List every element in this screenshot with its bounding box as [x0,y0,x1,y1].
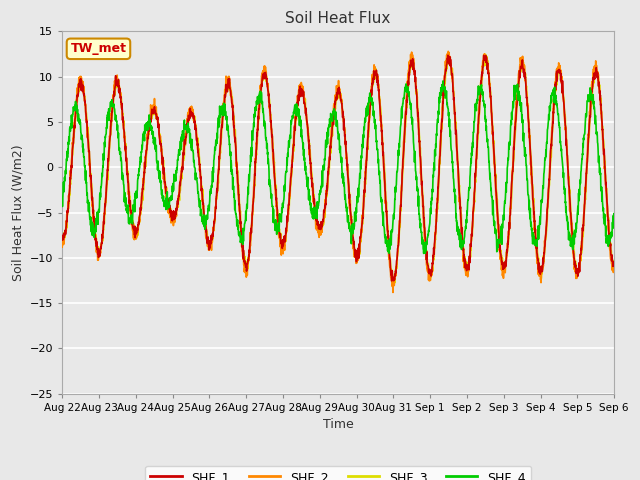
SHF_1 [444,52,452,58]
SHF_3 [482,51,490,57]
SHF_1 [58,236,66,241]
SHF_1 [499,266,507,272]
SHF_4 [354,194,362,200]
SHF_2 [499,269,507,275]
SHF_2 [389,289,397,295]
SHF_3 [354,252,362,258]
SHF_3 [499,263,507,268]
Line: SHF_4: SHF_4 [62,81,614,253]
SHF_1 [366,106,374,112]
SHF_1 [611,261,618,266]
SHF_4 [499,220,507,226]
SHF_4 [58,196,66,202]
Line: SHF_3: SHF_3 [62,54,614,287]
SHF_2 [366,101,374,107]
SHF_1 [354,245,362,251]
SHF_2 [562,134,570,140]
SHF_3 [562,126,570,132]
SHF_3 [577,243,585,249]
Legend: SHF_1, SHF_2, SHF_3, SHF_4: SHF_1, SHF_2, SHF_3, SHF_4 [145,466,531,480]
SHF_4 [420,251,428,256]
Text: TW_met: TW_met [70,42,127,55]
SHF_4 [366,92,374,98]
SHF_2 [212,196,220,202]
SHF_2 [354,257,362,263]
SHF_3 [58,237,66,242]
SHF_4 [562,209,570,215]
SHF_2 [58,244,66,250]
SHF_2 [611,267,618,273]
SHF_1 [577,245,585,251]
SHF_2 [444,48,452,54]
SHF_3 [212,202,220,208]
Line: SHF_2: SHF_2 [62,51,614,292]
SHF_1 [388,278,396,284]
SHF_4 [212,143,220,148]
SHF_3 [366,112,374,118]
X-axis label: Time: Time [323,418,353,431]
Title: Soil Heat Flux: Soil Heat Flux [285,11,391,26]
SHF_3 [389,284,397,290]
SHF_2 [577,247,585,252]
SHF_1 [212,198,220,204]
SHF_1 [562,129,570,134]
SHF_4 [439,78,447,84]
SHF_4 [577,168,585,174]
SHF_3 [611,261,618,267]
SHF_4 [611,212,618,218]
Line: SHF_1: SHF_1 [62,55,614,281]
Y-axis label: Soil Heat Flux (W/m2): Soil Heat Flux (W/m2) [11,144,24,281]
